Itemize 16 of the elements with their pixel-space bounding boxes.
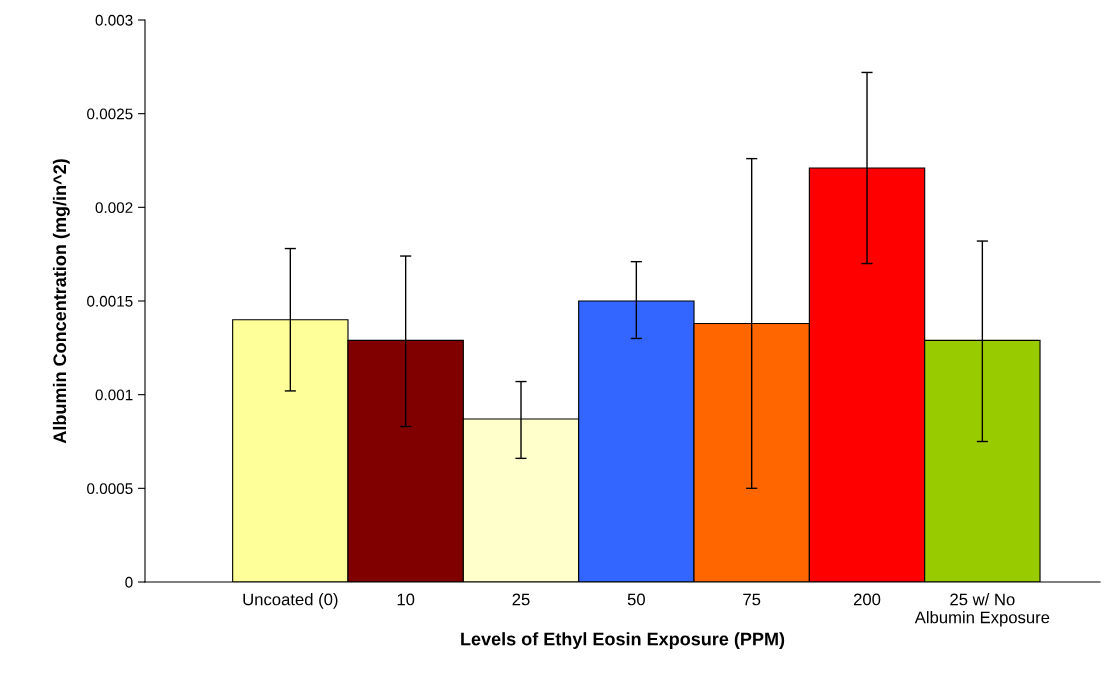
x-axis-title: Levels of Ethyl Eosin Exposure (PPM) bbox=[461, 632, 785, 649]
y-tick-label: 0 bbox=[125, 576, 133, 588]
y-tick-label: 0.003 bbox=[95, 14, 133, 26]
x-tick-label: 75 bbox=[743, 593, 761, 606]
y-tick-label: 0.0015 bbox=[87, 295, 133, 307]
x-tick-label: 25 w/ No Albumin Exposure bbox=[914, 593, 1050, 627]
x-tick-label: 50 bbox=[627, 593, 645, 606]
x-tick-label: Uncoated (0) bbox=[243, 593, 338, 609]
x-tick-label: 10 bbox=[397, 593, 415, 606]
y-axis-title: Albumin Concentration (mg/in^2) bbox=[52, 159, 70, 444]
y-tick-label: 0.0005 bbox=[87, 483, 133, 495]
y-tick-label: 0.002 bbox=[95, 202, 133, 214]
x-tick-label: 25 bbox=[512, 593, 530, 606]
y-tick-label: 0.0025 bbox=[87, 108, 133, 120]
x-tick-label: 200 bbox=[853, 593, 881, 606]
y-tick-label: 0.001 bbox=[95, 389, 133, 401]
